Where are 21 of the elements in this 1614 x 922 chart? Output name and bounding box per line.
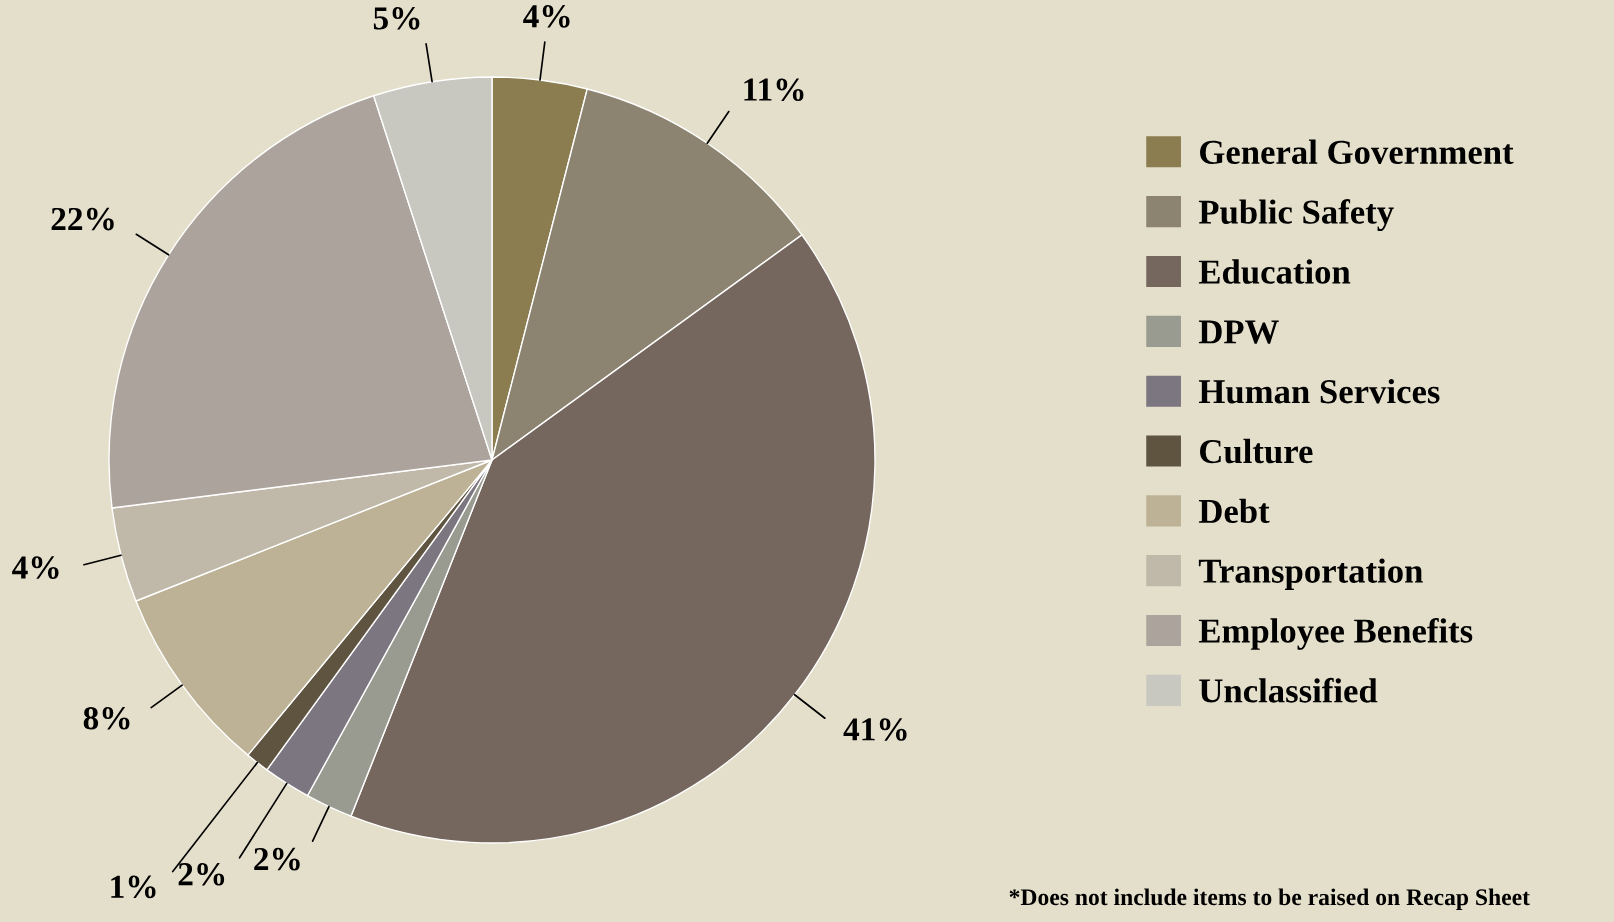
data-label: 41% xyxy=(843,718,907,741)
data-label: 2% xyxy=(254,847,300,871)
legend-label: Education xyxy=(1198,259,1351,284)
legend-label: DPW xyxy=(1198,320,1279,344)
legend-label: Culture xyxy=(1200,438,1313,464)
legend-label: Employee Benefits xyxy=(1198,617,1473,650)
data-label: 5% xyxy=(373,7,420,30)
legend-label: Human Services xyxy=(1198,378,1440,404)
data-label: 22% xyxy=(51,207,114,231)
data-label: 4% xyxy=(523,5,570,28)
legend-label: Debt xyxy=(1198,498,1270,524)
legend-label: General Government xyxy=(1200,139,1514,165)
legend-label: Transportation xyxy=(1198,558,1423,590)
legend-label: Unclassified xyxy=(1199,677,1378,703)
text: *Does not include items to be raised on Recap Sheet xyxy=(1009,888,1530,910)
legend-label: Public Safety xyxy=(1198,199,1394,231)
data-label: 4% xyxy=(12,556,59,579)
data-label: 11% xyxy=(744,78,804,101)
data-label: 1% xyxy=(111,875,156,899)
data-label: 2% xyxy=(178,863,225,886)
data-label: 8% xyxy=(83,706,130,730)
